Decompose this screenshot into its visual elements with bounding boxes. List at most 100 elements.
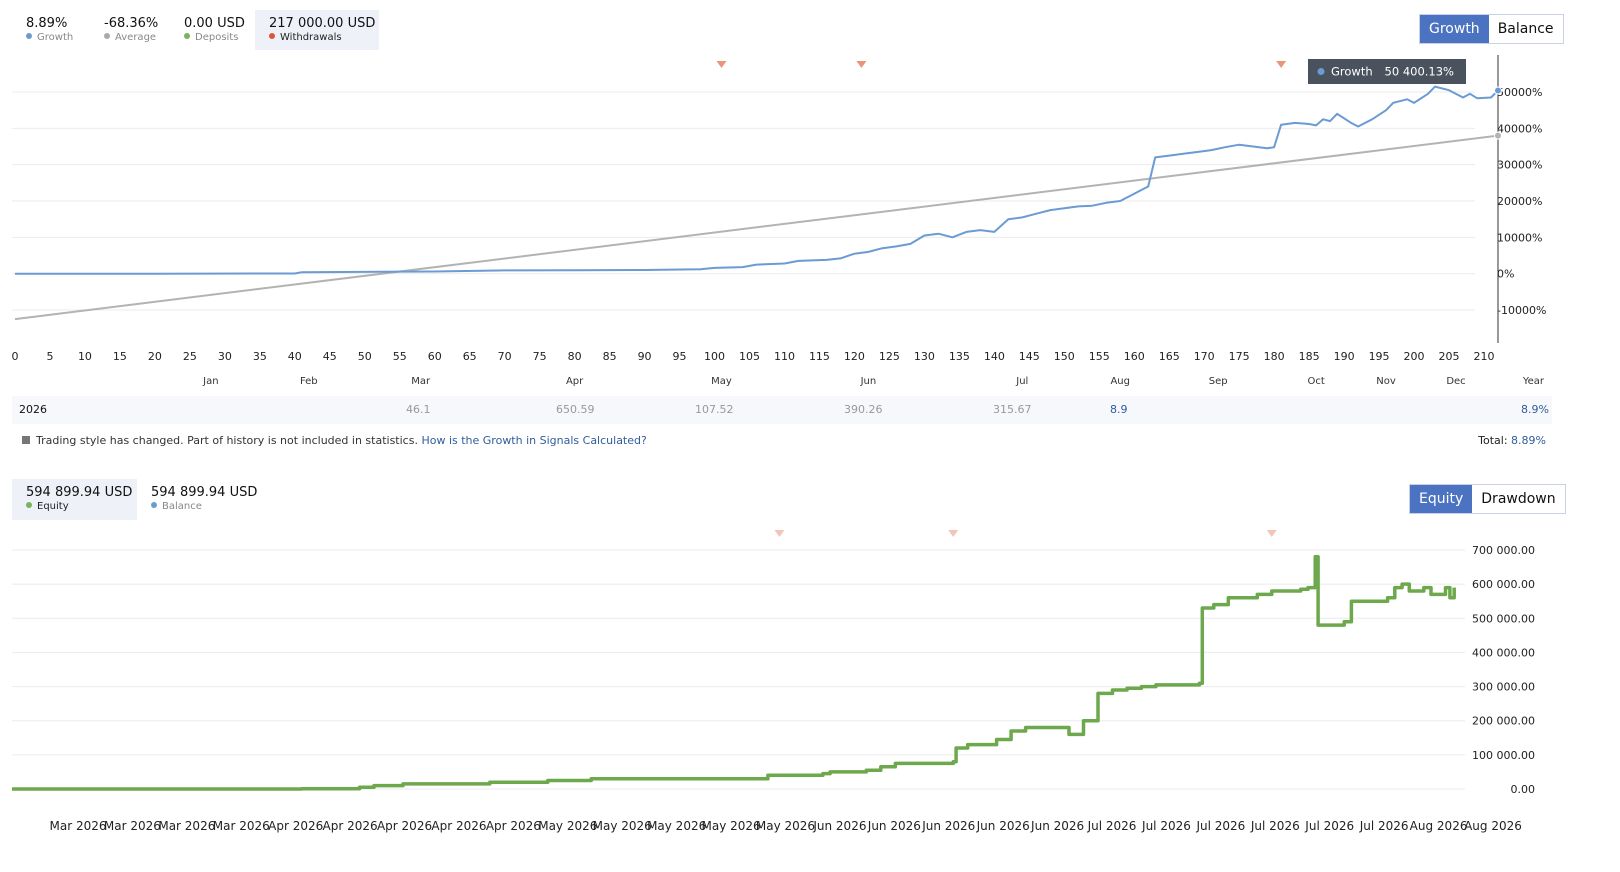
bottom-x-tick-label: Mar 2026 xyxy=(50,819,107,833)
growth-balance-toggle: Growth Balance xyxy=(1419,14,1564,44)
withdrawals-dot-icon xyxy=(269,33,275,39)
withdrawal-marker-icon xyxy=(948,530,959,537)
top-x-tick-label: 85 xyxy=(603,350,617,363)
stat-equity[interactable]: 594 899.94 USD Equity xyxy=(12,479,137,520)
top-x-tick-label: 140 xyxy=(984,350,1005,363)
bottom-y-tick-label: 600 000.00 xyxy=(1472,578,1535,591)
yearly-returns-row: 2026 46.1 650.59 107.52 390.26 315.67 8.… xyxy=(12,396,1552,424)
top-x-tick-label: 35 xyxy=(253,350,267,363)
total-label: Total: xyxy=(1478,434,1508,447)
bottom-y-tick-label: 700 000.00 xyxy=(1472,544,1535,557)
top-x-tick-label: 180 xyxy=(1264,350,1285,363)
tab-balance[interactable]: Balance xyxy=(1488,15,1563,43)
equity-chart[interactable]: 700 000.00 600 000.00 500 000.00 400 000.00… xyxy=(0,520,1620,872)
tab-growth[interactable]: Growth xyxy=(1420,15,1489,43)
top-x-tick-label: 60 xyxy=(428,350,442,363)
may-return: 107.52 xyxy=(695,403,734,416)
top-month-label: Aug xyxy=(1110,376,1130,387)
top-x-tick-label: 80 xyxy=(568,350,582,363)
deposits-dot-icon xyxy=(184,33,190,39)
top-x-tick-label: 50 xyxy=(358,350,372,363)
top-y-tick-label: 40000% xyxy=(1497,122,1542,135)
top-month-label: Apr xyxy=(566,376,584,387)
tab-drawdown[interactable]: Drawdown xyxy=(1472,485,1565,513)
stat-average[interactable]: -68.36% Average xyxy=(90,10,172,50)
growth-dot-icon xyxy=(26,33,32,39)
info-square-icon xyxy=(22,436,30,444)
equity-dot-icon xyxy=(26,502,32,508)
bottom-x-tick-label: Aug 2026 xyxy=(1410,819,1468,833)
top-x-tick-label: 155 xyxy=(1089,350,1110,363)
top-x-tick-label: 210 xyxy=(1474,350,1495,363)
top-x-tick-label: 185 xyxy=(1299,350,1320,363)
growth-help-link[interactable]: How is the Growth in Signals Calculated? xyxy=(421,434,647,447)
stat-equity-value: 594 899.94 USD xyxy=(26,485,133,500)
top-x-tick-label: 110 xyxy=(774,350,795,363)
bottom-x-tick-label: Jun 2026 xyxy=(867,819,921,833)
bottom-y-tick-label: 0.00 xyxy=(1511,783,1536,796)
top-x-tick-label: 95 xyxy=(673,350,687,363)
top-y-tick-label: 0% xyxy=(1497,268,1514,281)
average-point xyxy=(1493,131,1502,140)
bottom-x-tick-label: May 2026 xyxy=(756,819,815,833)
top-x-tick-label: 15 xyxy=(113,350,127,363)
top-x-tick-label: 105 xyxy=(739,350,760,363)
withdrawal-marker-icon xyxy=(716,61,727,68)
top-x-tick-label: 170 xyxy=(1194,350,1215,363)
equity-line xyxy=(12,555,1456,791)
top-month-label: Sep xyxy=(1209,376,1228,387)
bottom-y-tick-label: 400 000.00 xyxy=(1472,646,1535,659)
bottom-x-tick-label: Jul 2026 xyxy=(1359,819,1409,833)
bottom-x-tick-label: Jul 2026 xyxy=(1087,819,1137,833)
top-x-tick-label: 55 xyxy=(393,350,407,363)
bottom-x-tick-label: Jun 2026 xyxy=(1030,819,1084,833)
bottom-x-tick-label: Apr 2026 xyxy=(377,819,432,833)
withdrawal-marker-icon xyxy=(774,530,785,537)
bottom-x-tick-label: May 2026 xyxy=(647,819,706,833)
stat-growth[interactable]: 8.89% Growth xyxy=(12,10,87,50)
top-x-tick-label: 5 xyxy=(46,350,53,363)
balance-dot-icon xyxy=(151,502,157,508)
top-x-tick-label: 90 xyxy=(638,350,652,363)
stat-deposits[interactable]: 0.00 USD Deposits xyxy=(170,10,259,50)
bottom-x-tick-label: Jul 2026 xyxy=(1141,819,1191,833)
total-value: 8.89% xyxy=(1511,434,1546,447)
top-x-tick-label: 75 xyxy=(533,350,547,363)
year-total-return: 8.9% xyxy=(1521,403,1549,416)
top-month-label: Dec xyxy=(1446,376,1465,387)
top-month-label: May xyxy=(711,376,732,387)
top-x-tick-label: 200 xyxy=(1404,350,1425,363)
top-x-tick-label: 40 xyxy=(288,350,302,363)
stat-withdrawals[interactable]: 217 000.00 USD Withdrawals xyxy=(255,10,379,50)
apr-return: 650.59 xyxy=(556,403,595,416)
top-x-tick-label: 150 xyxy=(1054,350,1075,363)
total-growth: Total: 8.89% xyxy=(1478,434,1546,447)
tab-equity[interactable]: Equity xyxy=(1410,485,1473,513)
top-x-tick-label: 115 xyxy=(809,350,830,363)
bottom-y-tick-label: 100 000.00 xyxy=(1472,749,1535,762)
bottom-x-tick-label: Jun 2026 xyxy=(921,819,975,833)
top-month-label: Oct xyxy=(1307,376,1324,387)
top-year-label: Year xyxy=(1522,376,1545,387)
top-x-tick-label: 195 xyxy=(1369,350,1390,363)
stat-balance-label: Balance xyxy=(162,501,202,512)
bottom-x-tick-label: Jun 2026 xyxy=(812,819,866,833)
bottom-y-tick-label: 300 000.00 xyxy=(1472,681,1535,694)
bottom-x-tick-label: Mar 2026 xyxy=(158,819,215,833)
top-x-tick-label: 130 xyxy=(914,350,935,363)
stat-balance[interactable]: 594 899.94 USD Balance xyxy=(137,479,271,519)
top-x-tick-label: 160 xyxy=(1124,350,1145,363)
bottom-x-tick-label: Jul 2026 xyxy=(1304,819,1354,833)
top-x-tick-label: 125 xyxy=(879,350,900,363)
top-x-tick-label: 175 xyxy=(1229,350,1250,363)
growth-chart[interactable]: 50000%40000%30000%20000%10000%0%-10000% … xyxy=(0,55,1620,395)
top-y-tick-label: 30000% xyxy=(1497,159,1542,172)
top-x-tick-label: 190 xyxy=(1334,350,1355,363)
bottom-x-tick-label: Jul 2026 xyxy=(1250,819,1300,833)
stat-withdrawals-value: 217 000.00 USD xyxy=(269,16,376,31)
stat-equity-label: Equity xyxy=(37,501,69,512)
aug-return: 8.9 xyxy=(1110,403,1128,416)
average-line xyxy=(14,134,1499,321)
top-month-label: Feb xyxy=(300,376,318,387)
top-x-tick-label: 100 xyxy=(704,350,725,363)
